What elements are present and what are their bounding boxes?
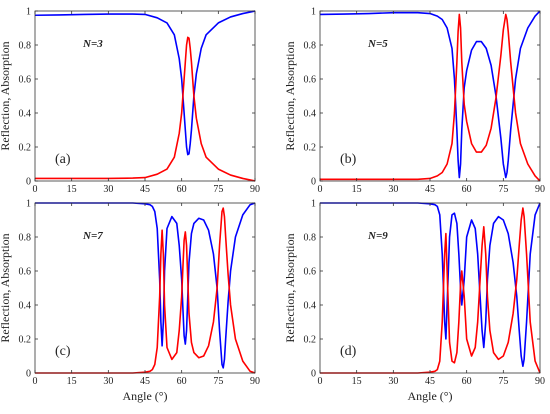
y-tick-label: 0	[26, 369, 31, 380]
x-tick-label: 15	[352, 184, 362, 195]
reflection-line	[320, 202, 541, 368]
x-tick-label: 15	[352, 376, 362, 387]
x-tick-label: 60	[177, 184, 187, 195]
x-tick-label: 90	[535, 376, 545, 387]
panel-2: 0 15 30 45 60 75 90 0 0.2 0.4 0.6 0.8 1 Reflection, A…	[283, 7, 545, 196]
x-tick-label: 30	[388, 376, 398, 387]
y-tick-label: 0.2	[304, 335, 317, 346]
y-axis-label: Reflection, Absorption	[0, 41, 12, 150]
reflection-line	[319, 10, 541, 179]
absorption-line	[35, 36, 256, 182]
n-annotation: N=3	[82, 38, 103, 50]
y-tick-label: 0	[26, 177, 31, 188]
y-tick-label: 0	[311, 369, 316, 380]
reflection-line	[35, 202, 256, 369]
x-tick-label: 45	[425, 376, 435, 387]
y-tick-label: 1	[26, 199, 31, 210]
x-tick-label: 75	[213, 376, 223, 387]
y-tick-label: 0.6	[304, 75, 317, 86]
absorption-line	[320, 13, 541, 182]
reflection-line	[34, 10, 256, 156]
x-axis-label: Angle (°)	[122, 389, 167, 403]
y-axis-label: Reflection, Absorption	[0, 233, 12, 342]
panel-3: 0 15 30 45 60 75 90 0 0.2 0.4 0.6 0.8 1 Reflection, A…	[0, 199, 260, 404]
panel-label: (a)	[55, 152, 71, 167]
x-tick-label: 15	[67, 184, 77, 195]
y-tick-label: 0.8	[304, 233, 317, 244]
y-axis-label: Reflection, Absorption	[283, 233, 297, 342]
panel-4: 0 15 30 45 60 75 90 0 0.2 0.4 0.6 0.8 1 Reflection, A…	[283, 199, 545, 404]
n-annotation: N=5	[367, 38, 388, 50]
x-axis-label: Angle (°)	[407, 389, 452, 403]
x-tick-label: 30	[388, 184, 398, 195]
y-tick-label: 0.4	[304, 301, 317, 312]
y-tick-label: 0.2	[19, 143, 32, 154]
x-tick-label: 90	[535, 184, 545, 195]
y-tick-label: 0.8	[19, 233, 32, 244]
y-tick-label: 0.2	[19, 335, 32, 346]
n-annotation: N=9	[367, 230, 388, 242]
x-tick-label: 75	[498, 184, 508, 195]
panel-label: (d)	[340, 344, 357, 359]
y-tick-label: 0.6	[304, 267, 317, 278]
y-axis-label: Reflection, Absorption	[283, 41, 297, 150]
x-tick-label: 75	[213, 184, 223, 195]
x-tick-label: 90	[250, 376, 260, 387]
y-tick-label: 0.4	[19, 301, 32, 312]
x-tick-label: 60	[462, 376, 472, 387]
panel-label: (b)	[340, 152, 357, 167]
x-tick-label: 0	[33, 184, 38, 195]
y-tick-label: 0.2	[304, 143, 317, 154]
y-tick-label: 0.8	[19, 41, 32, 52]
x-tick-label: 45	[140, 376, 150, 387]
y-tick-label: 0	[311, 177, 316, 188]
x-tick-label: 45	[425, 184, 435, 195]
y-tick-label: 1	[26, 7, 31, 18]
x-tick-label: 0	[318, 376, 323, 387]
x-tick-label: 60	[177, 376, 187, 387]
x-tick-label: 60	[462, 184, 472, 195]
y-tick-label: 1	[311, 199, 316, 210]
y-tick-label: 0.8	[304, 41, 317, 52]
panel-label: (c)	[55, 344, 71, 359]
absorption-line	[320, 207, 541, 374]
y-tick-label: 1	[311, 7, 316, 18]
y-tick-label: 0.4	[304, 109, 317, 120]
x-tick-label: 30	[103, 376, 113, 387]
y-tick-label: 0.6	[19, 267, 32, 278]
y-tick-label: 0.4	[19, 109, 32, 120]
x-tick-label: 15	[67, 376, 77, 387]
x-tick-label: 75	[498, 376, 508, 387]
x-tick-label: 0	[33, 376, 38, 387]
absorption-line	[35, 207, 256, 374]
x-tick-label: 90	[250, 184, 260, 195]
x-tick-label: 0	[318, 184, 323, 195]
x-tick-label: 30	[103, 184, 113, 195]
panel-1: 0 15 30 45 60 75 90 0 0.2 0.4 0.6 0.8 1 Reflection, A…	[0, 7, 260, 196]
x-tick-label: 45	[140, 184, 150, 195]
n-annotation: N=7	[82, 230, 103, 242]
y-tick-label: 0.6	[19, 75, 32, 86]
